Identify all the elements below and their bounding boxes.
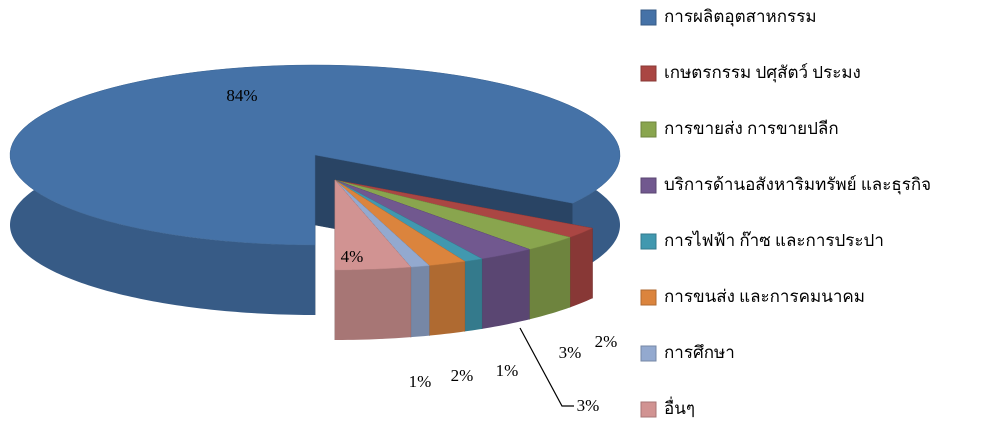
- legend-label: การผลิตอุตสาหกรรม: [664, 7, 817, 27]
- data-label: 3%: [559, 343, 582, 362]
- legend-label: อื่นๆ: [664, 396, 695, 418]
- slice-wall: [529, 237, 571, 320]
- slice: [9, 64, 621, 246]
- legend-label: การไฟฟ้า ก๊าซ และการประปา: [664, 230, 884, 250]
- slice: [334, 179, 412, 271]
- slice-wall: [429, 261, 465, 336]
- legend-swatch: [640, 401, 657, 418]
- data-label: 1%: [496, 361, 519, 380]
- legend-swatch: [640, 233, 657, 250]
- data-label: 3%: [577, 396, 600, 415]
- legend-label: การศึกษา: [664, 343, 735, 362]
- slice-wall: [335, 267, 411, 340]
- slice-wall: [464, 258, 482, 332]
- slice-wall: [570, 228, 593, 308]
- legend-swatch: [640, 9, 657, 26]
- legend-label: เกษตรกรรม ปศุสัตว์ ประมง: [664, 63, 861, 83]
- slice-wall: [410, 265, 430, 338]
- data-label: 84%: [226, 86, 257, 105]
- legend-swatch: [640, 345, 657, 362]
- slice-wall: [481, 249, 530, 329]
- data-label: 4%: [341, 247, 364, 266]
- legend-swatch: [640, 65, 657, 82]
- data-label: 1%: [409, 372, 432, 391]
- legend-swatch: [640, 177, 657, 194]
- leader-line: [519, 327, 574, 407]
- legend-label: การขนส่ง และการคมนาคม: [664, 287, 865, 306]
- data-label: 2%: [595, 332, 618, 351]
- legend-label: การขายส่ง การขายปลีก: [664, 119, 839, 138]
- legend-swatch: [640, 289, 657, 306]
- legend-label: บริการด้านอสังหาริมทรัพย์ และธุรกิจ: [664, 175, 931, 195]
- legend-swatch: [640, 121, 657, 138]
- data-label: 2%: [451, 366, 474, 385]
